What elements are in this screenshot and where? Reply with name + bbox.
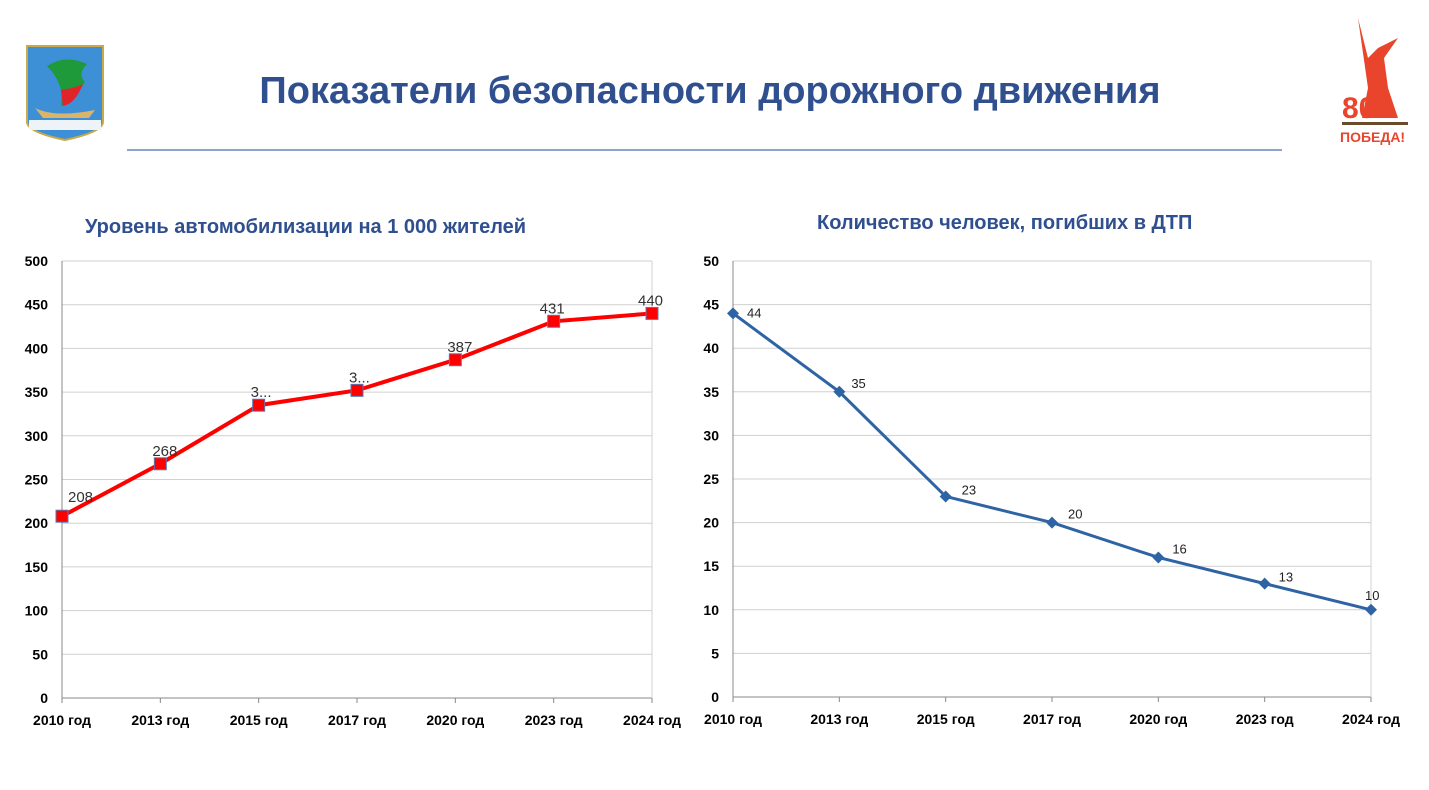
page-title: Показатели безопасности дорожного движен… (259, 70, 1161, 112)
data-point-marker (833, 385, 846, 398)
data-label: 3... (251, 384, 272, 401)
y-tick-label: 450 (25, 297, 49, 313)
data-point-marker (1365, 603, 1377, 616)
city-coat-of-arms-logo (25, 44, 105, 144)
x-tick-label: 2015 год (230, 712, 288, 728)
x-tick-label: 2013 год (131, 712, 189, 728)
x-tick-label: 2010 год (33, 712, 91, 728)
svg-text:ПОБЕДА!: ПОБЕДА! (1340, 129, 1405, 145)
chart-title-fatalities: Количество человек, погибших в ДТП (817, 212, 1193, 234)
data-label: 10 (1365, 588, 1379, 603)
x-tick-label: 2015 год (917, 711, 975, 727)
y-tick-label: 40 (703, 340, 719, 356)
y-tick-label: 400 (25, 340, 49, 356)
data-label: 387 (447, 339, 472, 356)
x-tick-label: 2023 год (525, 712, 583, 728)
y-tick-label: 45 (703, 297, 719, 313)
y-tick-label: 50 (703, 253, 719, 269)
y-tick-label: 25 (703, 471, 719, 487)
y-tick-label: 300 (25, 428, 49, 444)
svg-text:80: 80 (1342, 92, 1375, 125)
data-point-marker (55, 509, 69, 523)
data-label: 268 (152, 443, 177, 460)
data-label: 20 (1068, 507, 1082, 522)
data-point-marker (448, 353, 462, 367)
y-tick-label: 350 (25, 384, 49, 400)
y-tick-label: 5 (711, 645, 719, 661)
data-label: 44 (747, 305, 761, 320)
y-tick-label: 500 (25, 253, 49, 269)
data-point-marker (1258, 577, 1271, 590)
y-tick-label: 50 (32, 646, 48, 662)
x-tick-label: 2020 год (1129, 711, 1187, 727)
x-tick-label: 2023 год (1236, 711, 1294, 727)
series-line (732, 312, 1372, 612)
x-tick-label: 2010 год (704, 711, 762, 727)
data-point-marker (939, 490, 952, 503)
data-point-marker (645, 306, 659, 320)
data-point-marker (547, 314, 561, 328)
data-point-marker (153, 457, 167, 471)
y-tick-label: 10 (703, 602, 719, 618)
data-point-marker (1152, 551, 1165, 564)
y-tick-label: 200 (25, 515, 49, 531)
data-label: 440 (638, 292, 663, 309)
x-tick-label: 2013 год (810, 711, 868, 727)
y-tick-label: 100 (25, 603, 49, 619)
y-tick-label: 30 (703, 427, 719, 443)
series-line (61, 311, 653, 518)
y-tick-label: 250 (25, 472, 49, 488)
x-tick-label: 2024 год (1342, 711, 1400, 727)
x-tick-label: 2017 год (1023, 711, 1081, 727)
data-label: 16 (1172, 541, 1186, 556)
y-tick-label: 15 (703, 558, 719, 574)
data-point-marker (727, 307, 739, 320)
data-point-marker (252, 398, 266, 412)
data-label: 431 (540, 300, 565, 317)
data-label: 208 (68, 489, 93, 506)
x-tick-label: 2024 год (623, 712, 681, 728)
data-point-marker (350, 383, 364, 397)
data-label: 3... (349, 369, 370, 386)
y-tick-label: 20 (703, 515, 719, 531)
data-label: 35 (851, 376, 865, 391)
header-divider (127, 149, 1282, 151)
x-tick-label: 2020 год (426, 712, 484, 728)
x-tick-label: 2017 год (328, 712, 386, 728)
data-label: 13 (1279, 570, 1293, 585)
y-tick-label: 35 (703, 384, 719, 400)
victory-80-logo: 80 ПОБЕДА! (1338, 8, 1414, 148)
y-tick-label: 0 (711, 689, 719, 705)
data-label: 23 (962, 482, 976, 497)
y-tick-label: 150 (25, 559, 49, 575)
chart-title-motorization: Уровень автомобилизации на 1 000 жителей (85, 216, 527, 238)
y-tick-label: 0 (40, 690, 48, 706)
data-point-marker (1046, 516, 1058, 529)
